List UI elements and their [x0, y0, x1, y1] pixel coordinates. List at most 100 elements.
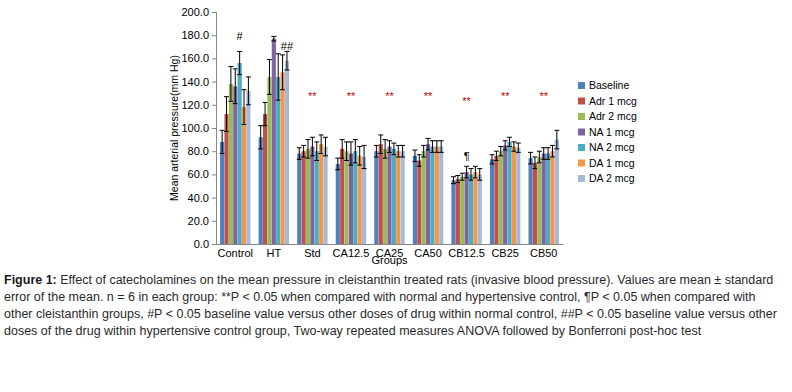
error-bar: [421, 145, 426, 157]
error-bar: [353, 140, 358, 163]
annotation: **: [347, 90, 356, 102]
x-tick: HT: [266, 244, 281, 259]
error-bar: [228, 67, 233, 102]
bar: [426, 144, 430, 244]
x-tick-label: Control: [218, 247, 253, 259]
x-axis-line: [217, 244, 564, 245]
y-tick-label: 40.0: [188, 192, 209, 204]
caption-text: Effect of catecholamines on the mean pre…: [4, 273, 777, 338]
x-tick-label: CB12.5: [448, 247, 485, 259]
caption-label: Figure 1:: [4, 273, 57, 287]
error-bar: [301, 145, 306, 157]
y-tick-label: 20.0: [188, 215, 209, 227]
y-tick: 20.0: [188, 215, 216, 227]
error-bar: [503, 141, 508, 150]
error-bar: [430, 141, 435, 153]
legend-swatch: [578, 113, 585, 120]
error-bar: [357, 147, 362, 166]
y-tick-mark: [212, 35, 216, 36]
bar: [224, 114, 228, 244]
error-bar: [412, 150, 417, 162]
bar: [512, 147, 516, 244]
error-bar: [237, 51, 242, 74]
y-tick: 200.0: [181, 6, 216, 18]
error-bar: [280, 55, 285, 90]
y-tick: 60.0: [188, 168, 216, 180]
error-bar: [451, 177, 456, 184]
bar: [465, 172, 469, 244]
error-bar: [490, 155, 495, 164]
bar: [417, 160, 421, 244]
series: [242, 55, 555, 244]
error-bar: [396, 145, 401, 157]
x-tick: CA12.5: [333, 244, 370, 259]
y-tick-mark: [212, 12, 216, 13]
legend-item: Adr 2 mcg: [578, 110, 637, 122]
y-tick-mark: [212, 221, 216, 222]
y-tick-mark: [212, 128, 216, 129]
legend-swatch: [578, 160, 585, 167]
bar: [353, 151, 357, 244]
bar: [494, 156, 498, 244]
error-bar: [258, 126, 263, 149]
error-bar: [383, 140, 388, 159]
bar: [379, 144, 383, 244]
legend-swatch: [578, 144, 585, 151]
error-bar: [233, 69, 238, 104]
y-tick: 120.0: [181, 99, 216, 111]
legend-swatch: [578, 129, 585, 136]
legend-swatch: [578, 175, 585, 182]
bar: [220, 142, 224, 244]
error-bar: [348, 142, 353, 165]
error-bar: [528, 152, 533, 164]
error-bar: [242, 90, 247, 125]
annotation: **: [385, 90, 394, 102]
error-bar: [344, 142, 349, 161]
legend-item: Baseline: [578, 79, 629, 91]
y-tick-mark: [212, 105, 216, 106]
bar: [285, 61, 289, 244]
error-bar: [516, 143, 521, 152]
error-bar: [532, 157, 537, 169]
annotation: ##: [281, 40, 294, 52]
bar: [246, 91, 250, 244]
caption: Figure 1: Effect of catecholamines on th…: [4, 272, 784, 340]
error-bar: [460, 173, 465, 180]
annotations: ###**************¶: [237, 30, 549, 163]
bar: [550, 151, 554, 244]
y-tick: 140.0: [181, 76, 216, 88]
y-tick-mark: [212, 198, 216, 199]
error-bar: [284, 51, 289, 70]
y-axis: 0.020.040.060.080.0100.0120.0140.0160.01…: [181, 6, 216, 250]
error-bar: [246, 77, 251, 105]
y-tick: 100.0: [181, 122, 216, 134]
legend-label: Adr 1 mcg: [589, 95, 637, 107]
annotation: ¶: [464, 150, 470, 162]
x-tick: CB12.5: [448, 244, 485, 259]
x-tick: Std: [304, 244, 321, 259]
legend-label: NA 1 mcg: [589, 126, 635, 138]
legend-item: NA 2 mcg: [578, 141, 635, 153]
error-bar: [276, 54, 281, 100]
bar: [349, 154, 353, 244]
y-tick-label: 0.0: [194, 238, 209, 250]
error-bar: [554, 130, 559, 149]
bar: [537, 157, 541, 244]
error-bar: [323, 137, 328, 156]
y-tick-label: 200.0: [181, 6, 209, 18]
error-bar: [541, 148, 546, 160]
legend-label: DA 1 mcg: [589, 157, 635, 169]
y-tick-mark: [212, 58, 216, 59]
y-tick-label: 180.0: [181, 29, 209, 41]
bar: [469, 174, 473, 244]
y-tick-label: 140.0: [181, 76, 209, 88]
error-bar: [455, 176, 460, 183]
bar: [490, 159, 494, 244]
bar: [336, 164, 340, 244]
y-tick: 180.0: [181, 29, 216, 41]
annotation: **: [539, 90, 548, 102]
bar: [272, 39, 276, 244]
error-bar: [319, 135, 324, 154]
bar: [430, 147, 434, 244]
x-tick: Control: [218, 244, 253, 259]
